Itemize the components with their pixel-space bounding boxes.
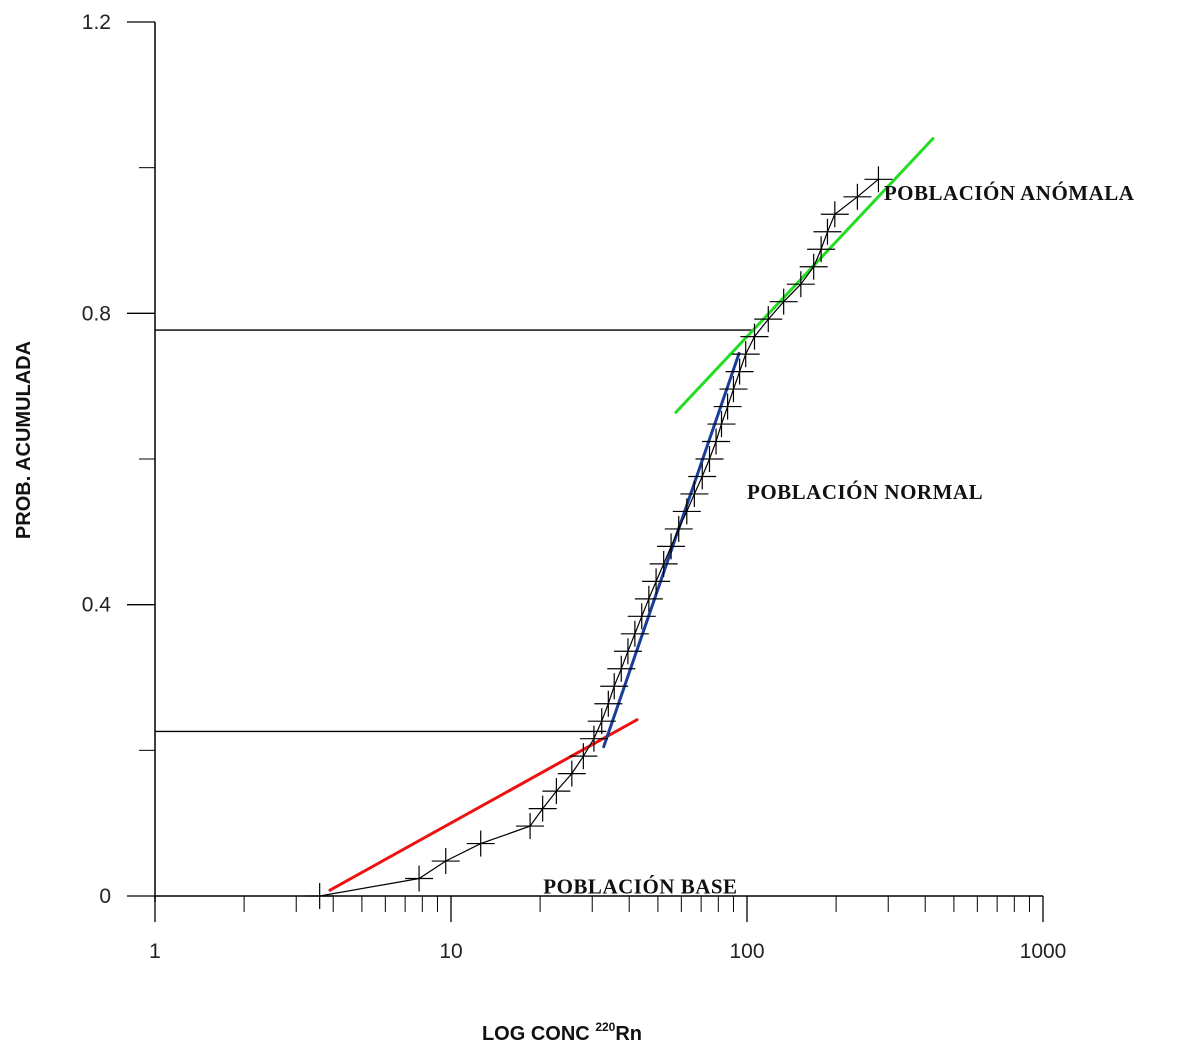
y-tick-label: 0 <box>99 885 111 908</box>
data-point <box>725 358 754 385</box>
data-point <box>799 253 828 280</box>
x-axis-title-superscript: 220 <box>595 1020 615 1034</box>
data-point <box>680 480 709 507</box>
data-point <box>405 865 434 892</box>
x-tick-label: 10 <box>439 940 462 963</box>
data-point <box>516 813 545 840</box>
data-point <box>664 515 693 542</box>
x-axis-title-suffix: Rn <box>615 1023 642 1045</box>
axes: 1 10 100 1000 0 0.4 0.8 1.2 <box>82 11 1067 963</box>
population-label: POBLACIÓN ANÓMALA <box>884 181 1135 205</box>
data-point <box>713 393 742 420</box>
data-point <box>731 341 760 368</box>
data-point <box>740 323 769 350</box>
data-series <box>305 166 893 909</box>
data-point <box>813 218 842 245</box>
data-point <box>843 183 872 210</box>
data-point <box>528 795 557 822</box>
data-point <box>607 655 636 682</box>
data-point <box>864 166 893 193</box>
data-point <box>688 463 717 490</box>
x-tick-label: 1 <box>149 940 161 963</box>
population-label: POBLACIÓN BASE <box>543 875 737 899</box>
data-point <box>769 288 798 315</box>
data-point <box>634 585 663 612</box>
base-fit-line <box>328 718 639 892</box>
data-point <box>557 760 586 787</box>
data-point <box>719 376 748 403</box>
x-axis-title-prefix: LOG CONC <box>482 1023 595 1045</box>
data-point <box>594 690 623 717</box>
x-tick-label: 100 <box>729 940 764 963</box>
data-point <box>466 830 495 857</box>
data-point <box>695 446 724 472</box>
y-tick-label: 0.4 <box>82 594 112 617</box>
y-tick-label: 0.8 <box>82 302 111 325</box>
data-point <box>672 498 701 525</box>
x-tick-label: 1000 <box>1020 940 1067 963</box>
data-point <box>820 201 849 228</box>
data-point <box>305 883 334 909</box>
data-point <box>807 236 836 263</box>
data-point <box>649 550 678 577</box>
annotations: POBLACIÓN ANÓMALA POBLACIÓN NORMAL POBLACI… <box>543 181 1135 899</box>
data-point <box>579 725 608 752</box>
data-point <box>702 428 731 455</box>
y-tick-label: 1.2 <box>82 11 111 34</box>
data-point <box>620 620 649 647</box>
data-point <box>542 778 571 805</box>
data-point <box>587 708 616 735</box>
data-point <box>569 743 598 770</box>
x-axis-title: LOG CONC 220Rn <box>482 1020 642 1045</box>
data-point <box>431 848 460 875</box>
reference-lines <box>155 329 755 733</box>
data-line <box>319 178 879 897</box>
population-label: POBLACIÓN NORMAL <box>747 480 983 504</box>
data-point <box>707 411 736 438</box>
data-point <box>786 271 815 298</box>
anomalous-fit-line <box>674 137 935 414</box>
y-axis-title: PROB. ACUMULADA <box>13 341 35 539</box>
data-point <box>627 603 656 630</box>
fit-lines <box>328 137 935 892</box>
data-point <box>754 306 783 333</box>
data-point <box>613 638 642 665</box>
data-point <box>642 568 671 595</box>
data-point <box>600 673 629 700</box>
data-point <box>657 533 686 560</box>
